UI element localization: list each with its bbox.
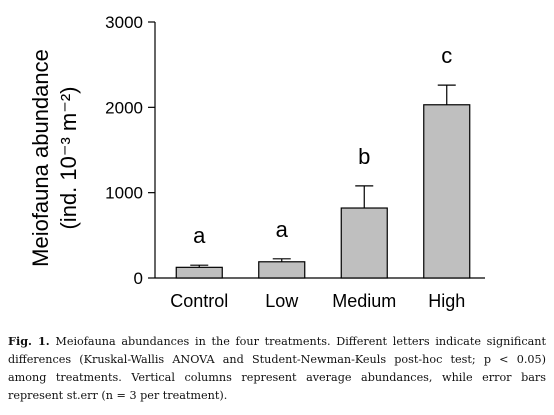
figure-caption: Fig. 1. Meiofauna abundances in the four… — [8, 332, 546, 405]
y-axis-label-line1: Meiofauna abundance — [28, 49, 53, 267]
x-tick-label: Medium — [332, 291, 396, 311]
y-axis-label-line2: (ind. 10⁻³ m⁻²) — [56, 86, 81, 229]
significance-letter: c — [441, 43, 452, 68]
caption-text: Meiofauna abundances in the four treatme… — [8, 335, 547, 402]
y-tick-label: 0 — [134, 269, 143, 288]
bar — [258, 261, 306, 279]
figure-label: Fig. 1. — [8, 334, 50, 348]
x-tick-labels: Control Low Medium High — [170, 291, 465, 311]
bars-group: a a b c — [175, 43, 471, 279]
significance-letter: a — [276, 217, 289, 242]
bar — [175, 266, 223, 279]
bar — [423, 104, 471, 279]
y-tick-label: 2000 — [105, 98, 143, 117]
bar — [340, 207, 388, 279]
x-tick-label: Control — [170, 291, 228, 311]
y-tick-label: 1000 — [105, 184, 143, 203]
x-tick-label: High — [428, 291, 465, 311]
significance-letter: b — [358, 144, 370, 169]
significance-letter: a — [193, 223, 206, 248]
x-tick-label: Low — [265, 291, 299, 311]
y-tick-label: 3000 — [105, 13, 143, 32]
